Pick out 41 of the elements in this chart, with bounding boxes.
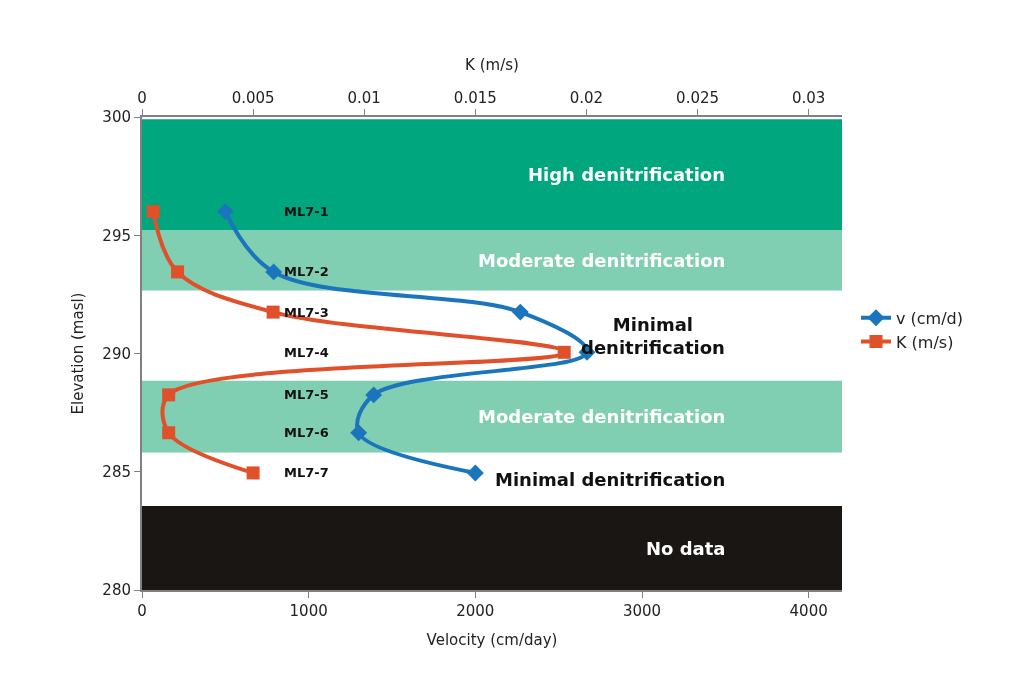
x-tick-label: 2000 — [456, 602, 495, 620]
annotation: ML7-7 — [284, 465, 329, 480]
y-axis-title: Elevation (masl) — [69, 292, 88, 415]
legend-label: v (cm/d) — [896, 308, 963, 328]
x-tick-label: 1000 — [289, 602, 328, 620]
x2-axis-title: K (m/s) — [465, 55, 519, 74]
band-label: No data — [646, 538, 726, 559]
point — [557, 345, 571, 359]
y-tick-label: 295 — [102, 226, 131, 245]
x-tick-label: 4000 — [789, 602, 828, 620]
x-tick-label: 3000 — [622, 602, 662, 620]
point — [266, 305, 280, 319]
y-tick-label: 285 — [102, 463, 131, 481]
y-tick-label: 290 — [102, 344, 131, 363]
annotation: ML7-3 — [284, 305, 329, 320]
point — [162, 388, 176, 402]
y-tick-label: 280 — [102, 581, 131, 600]
band-label: High denitrification — [528, 164, 726, 185]
band-label: Moderate denitrification — [478, 406, 726, 427]
band-label: Moderate denitrification — [478, 250, 726, 271]
point — [146, 205, 160, 219]
x2-tick-label: 0.015 — [453, 89, 497, 107]
point — [246, 466, 260, 480]
annotation: ML7-6 — [284, 425, 329, 440]
x2-tick-label: 0.03 — [791, 89, 826, 107]
x-tick-label: 0 — [137, 602, 147, 620]
y-tick-label: 300 — [102, 108, 131, 127]
x2-tick-label: 0.005 — [231, 89, 275, 107]
x2-tick-label: 0.025 — [676, 89, 720, 107]
x2-tick-label: 0.01 — [347, 89, 381, 107]
annotation: ML7-1 — [284, 204, 329, 219]
legend-label: K (m/s) — [896, 332, 954, 352]
band-label: Minimal denitrification — [495, 469, 726, 490]
point — [162, 426, 176, 440]
annotation: ML7-2 — [284, 264, 329, 279]
point — [171, 265, 185, 279]
x2-tick-label: 0 — [137, 89, 147, 107]
x2-tick-label: 0.02 — [569, 89, 604, 107]
annotation: ML7-4 — [284, 345, 329, 360]
annotation: ML7-5 — [284, 387, 329, 402]
x-axis-title: Velocity (cm/day) — [426, 630, 558, 649]
